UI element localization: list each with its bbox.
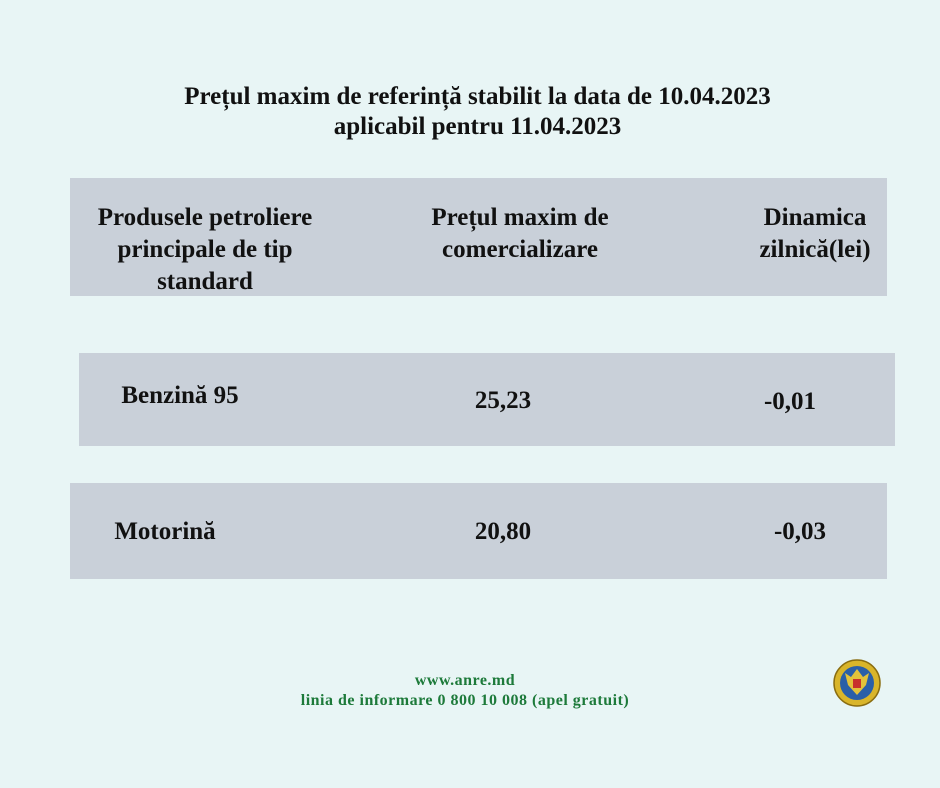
table-row: [79, 353, 895, 446]
hotline-text: linia de informare 0 800 10 008 (apel gr…: [300, 692, 630, 709]
table-row: [70, 483, 887, 579]
row-product: Benzină 95: [121, 382, 239, 409]
coat-of-arms-seal-icon: [833, 659, 881, 707]
row-change: -0,03: [773, 518, 827, 545]
header-change: Dinamica zilnică(lei): [759, 204, 871, 263]
header-product: Produsele petroliere principale de tip sta…: [97, 204, 313, 295]
row-price: 20,80: [474, 518, 532, 545]
row-product: Motorină: [114, 518, 216, 545]
table-header: [70, 178, 887, 296]
page-title: Prețul maxim de referință stabilit la da…: [184, 83, 771, 140]
row-price: 25,23: [474, 387, 532, 414]
row-change: -0,01: [763, 388, 817, 415]
website-link[interactable]: www.anre.md: [414, 672, 516, 689]
header-price: Prețul maxim de comercializare: [431, 204, 609, 263]
footer: www.anre.md linia de informare 0 800 10 …: [0, 671, 930, 711]
